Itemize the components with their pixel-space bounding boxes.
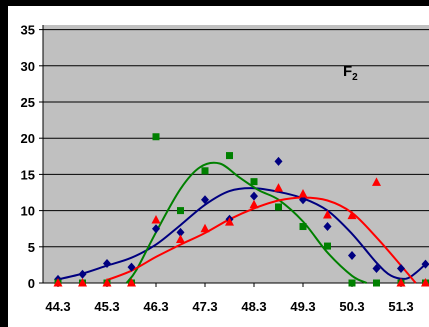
data-point-diamond <box>103 258 111 268</box>
data-point-square <box>373 279 380 287</box>
data-point-triangle <box>225 217 234 226</box>
y-tick-label: 25 <box>21 95 35 110</box>
y-tick-label: 0 <box>28 276 35 291</box>
data-point-triangle <box>274 183 283 192</box>
data-point-diamond <box>299 195 307 205</box>
y-tick-label: 5 <box>28 240 35 255</box>
data-point-triangle <box>396 278 406 287</box>
x-tick-label: 48.3 <box>241 299 266 314</box>
data-point-triangle <box>200 223 210 233</box>
x-tick-label: 46.3 <box>143 299 168 314</box>
data-point-triangle <box>421 278 429 287</box>
data-point-square <box>250 178 258 186</box>
data-point-diamond <box>176 227 185 237</box>
data-point-diamond <box>348 250 356 260</box>
data-point-diamond <box>323 222 332 232</box>
data-point-triangle <box>102 278 112 287</box>
fit-curve-3 <box>106 196 417 284</box>
x-tick-label: 50.3 <box>339 299 364 314</box>
data-point-triangle <box>53 278 63 287</box>
data-markers <box>53 133 429 287</box>
y-tick-label: 10 <box>21 204 35 219</box>
data-point-triangle <box>151 215 161 224</box>
chart-title-main: F <box>343 63 352 80</box>
x-tick-label: 47.3 <box>192 299 217 314</box>
x-tick-label: 49.3 <box>290 299 315 314</box>
chart-title: F2 <box>343 63 358 83</box>
data-point-triangle <box>372 177 381 186</box>
data-point-square <box>177 207 184 215</box>
data-point-triangle <box>127 278 136 287</box>
data-point-diamond <box>201 195 209 205</box>
data-point-square <box>348 279 356 287</box>
y-tick-label: 30 <box>21 59 35 74</box>
data-point-diamond <box>152 224 160 234</box>
data-point-triangle <box>323 209 332 219</box>
y-tick-label: 20 <box>21 131 35 146</box>
data-point-diamond <box>397 264 405 274</box>
plot-area <box>43 25 429 283</box>
data-point-square <box>275 203 282 211</box>
y-tick-label: 15 <box>21 167 35 182</box>
data-point-square <box>226 152 233 160</box>
data-point-triangle <box>249 199 259 209</box>
data-point-triangle <box>78 278 87 287</box>
y-ticks: 0 5 10 15 20 25 30 35 <box>21 23 44 291</box>
data-point-diamond <box>274 156 283 166</box>
data-point-diamond <box>127 262 136 272</box>
data-point-square <box>201 167 209 175</box>
data-point-triangle <box>176 234 185 244</box>
fit-curve-1 <box>57 187 427 281</box>
chart-title-subscript: 2 <box>352 72 358 83</box>
data-point-square <box>152 133 160 141</box>
data-point-diamond <box>78 269 87 279</box>
x-tick-label: 45.3 <box>94 299 119 314</box>
data-point-square <box>324 242 331 250</box>
x-tick-label: 51.3 <box>388 299 413 314</box>
y-tick-label: 35 <box>21 23 35 38</box>
x-tick-label: 44.3 <box>45 299 70 314</box>
chart-left-band <box>0 0 8 327</box>
data-point-diamond <box>250 191 258 201</box>
chart-top-band <box>0 0 429 6</box>
data-point-triangle <box>347 210 357 220</box>
data-point-diamond <box>372 264 381 274</box>
data-point-diamond <box>421 259 429 269</box>
data-point-square <box>299 223 307 231</box>
data-point-triangle <box>298 188 308 198</box>
